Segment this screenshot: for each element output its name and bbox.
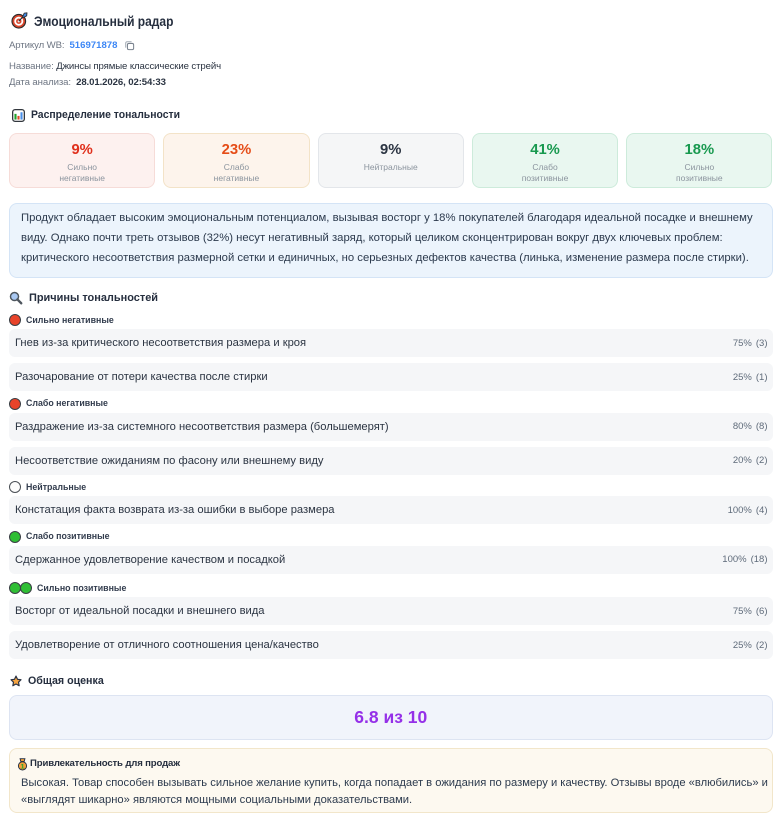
svg-text:1: 1 (21, 763, 25, 770)
